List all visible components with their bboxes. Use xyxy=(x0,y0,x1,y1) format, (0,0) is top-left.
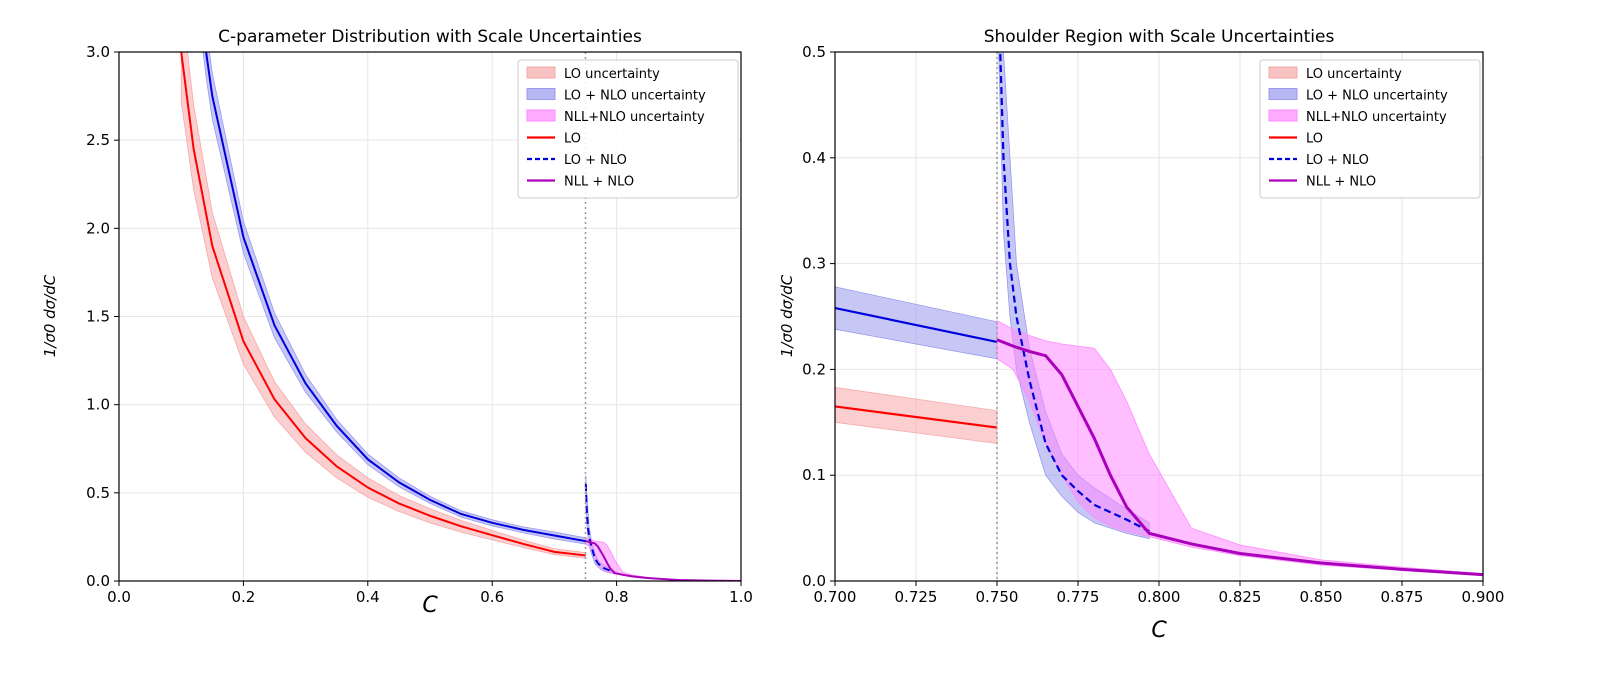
right-xtick-label: 0.825 xyxy=(1219,588,1262,606)
right-legend-swatch xyxy=(1268,109,1298,122)
lo-line xyxy=(180,52,586,557)
left-xtick-label: 1.0 xyxy=(729,588,753,606)
nll-nlo-line xyxy=(996,338,1483,577)
left-ytick-label: 1.0 xyxy=(86,396,110,414)
left-axes-frame xyxy=(118,51,742,582)
left-xlabel: C xyxy=(422,593,438,618)
left-ytick-label: 3.0 xyxy=(86,43,110,61)
right-xtick-label: 0.775 xyxy=(1057,588,1100,606)
right-xtick-label: 0.750 xyxy=(976,588,1019,606)
left-xtick-label: 0.8 xyxy=(605,588,629,606)
lo-nlo-dashed-line xyxy=(584,483,616,574)
left-xtick-label: 0.2 xyxy=(231,588,255,606)
right-xtick-label: 0.800 xyxy=(1138,588,1181,606)
nll-nlo-line xyxy=(585,539,741,581)
left-ytick-label: 1.5 xyxy=(86,308,110,326)
left-title: C-parameter Distribution with Scale Unce… xyxy=(218,27,642,47)
right-xtick-label: 0.725 xyxy=(895,588,938,606)
left-ytick-label: 0.5 xyxy=(86,484,110,502)
right-legend-label: LO xyxy=(1306,132,1323,147)
lo-nlo-dashed-line xyxy=(999,52,1150,533)
left-panel: C-parameter Distribution with Scale Unce… xyxy=(41,27,753,618)
left-ytick-label: 0.0 xyxy=(86,572,110,590)
right-ytick-label: 0.3 xyxy=(802,255,826,273)
left-legend-label: NLL + NLO xyxy=(564,175,634,190)
left-legend-swatch xyxy=(526,66,556,79)
left-legend-label: LO xyxy=(564,132,581,147)
right-xtick-label: 0.875 xyxy=(1381,588,1424,606)
right-legend-label: LO uncertainty xyxy=(1306,67,1402,82)
right-xtick-label: 0.850 xyxy=(1300,588,1343,606)
right-panel: Shoulder Region with Scale Uncertainties… xyxy=(778,27,1505,643)
right-ytick-label: 0.2 xyxy=(802,360,826,378)
left-legend-label: LO + NLO xyxy=(564,153,627,168)
left-legend-label: LO + NLO uncertainty xyxy=(564,89,706,104)
right-ytick-label: 0.5 xyxy=(802,43,826,61)
right-ylabel: 1/σ0 dσ/dC xyxy=(778,274,796,357)
left-legend-label: NLL+NLO uncertainty xyxy=(564,110,705,125)
right-ytick-label: 0.1 xyxy=(802,466,826,484)
right-legend-label: NLL + NLO xyxy=(1306,175,1376,190)
left-xtick-label: 0.6 xyxy=(480,588,504,606)
right-xtick-label: 0.900 xyxy=(1462,588,1505,606)
right-legend-label: NLL+NLO uncertainty xyxy=(1306,110,1447,125)
left-ytick-label: 2.0 xyxy=(86,219,110,237)
lo-line xyxy=(835,405,998,429)
right-axes-frame xyxy=(834,51,1484,582)
left-xtick-label: 0.4 xyxy=(356,588,380,606)
lo-nlo-line xyxy=(205,52,586,543)
left-ytick-label: 2.5 xyxy=(86,131,110,149)
left-legend-swatch xyxy=(526,88,556,100)
right-legend-label: LO + NLO uncertainty xyxy=(1306,89,1448,104)
left-legend-box xyxy=(517,59,739,199)
left-ylabel: 1/σ0 dσ/dC xyxy=(41,274,59,357)
right-legend-label: LO + NLO xyxy=(1306,153,1369,168)
right-title: Shoulder Region with Scale Uncertainties xyxy=(984,27,1335,47)
right-legend-swatch xyxy=(1268,66,1298,79)
lo-nlo-uncertainty-band xyxy=(835,286,998,360)
nll-nlo-uncertainty-band xyxy=(996,320,1483,577)
left-legend-label: LO uncertainty xyxy=(564,67,660,82)
right-xlabel: C xyxy=(1151,618,1167,643)
left-legend-swatch xyxy=(526,109,556,122)
right-legend-swatch xyxy=(1268,88,1298,100)
left-xtick-label: 0.0 xyxy=(107,588,131,606)
lo-uncertainty-band xyxy=(835,386,998,444)
right-ytick-label: 0.4 xyxy=(802,149,826,167)
nll-nlo-uncertainty-band xyxy=(585,537,741,581)
right-legend-box xyxy=(1259,59,1481,199)
right-plot-area xyxy=(835,52,1483,577)
right-xtick-label: 0.700 xyxy=(814,588,857,606)
right-ytick-label: 0.0 xyxy=(802,572,826,590)
